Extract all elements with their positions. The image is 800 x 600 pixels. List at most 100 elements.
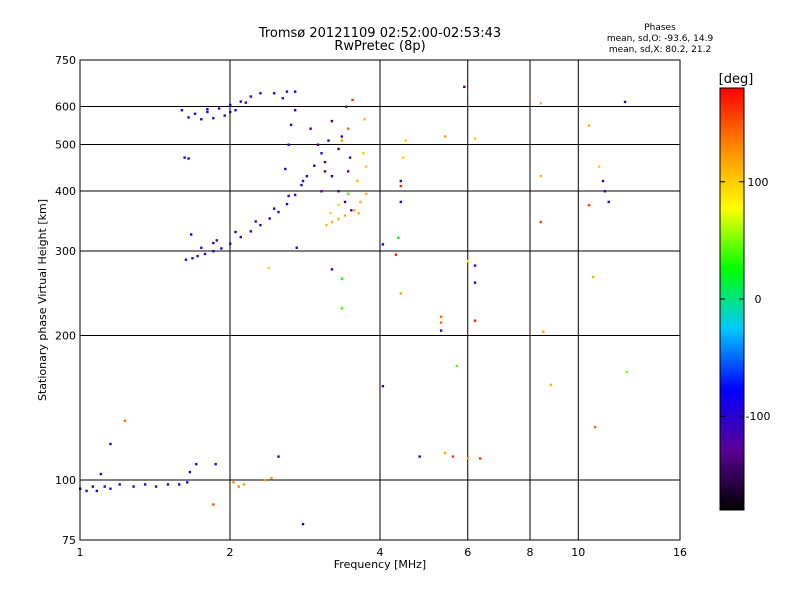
data-point <box>539 102 542 105</box>
data-point <box>267 266 270 270</box>
data-point <box>187 157 190 160</box>
data-point <box>287 143 290 146</box>
data-point <box>348 156 352 159</box>
data-point <box>95 489 99 493</box>
data-point <box>623 100 627 104</box>
data-point <box>587 124 591 127</box>
data-point <box>212 503 215 506</box>
data-point <box>305 174 309 178</box>
data-point <box>601 179 605 183</box>
data-point <box>242 483 246 486</box>
data-point <box>301 522 305 526</box>
data-point <box>200 118 203 121</box>
data-point <box>330 119 334 123</box>
data-point <box>365 192 368 196</box>
data-point <box>451 455 455 458</box>
data-point <box>362 152 365 155</box>
data-point <box>381 243 385 246</box>
data-point <box>399 292 403 295</box>
data-point <box>232 481 235 484</box>
data-point <box>189 233 193 236</box>
data-point <box>223 114 226 117</box>
data-point <box>229 110 232 114</box>
data-point <box>212 116 215 120</box>
data-point <box>188 470 192 474</box>
data-point <box>329 212 332 215</box>
data-point <box>187 116 190 119</box>
data-point <box>327 139 330 142</box>
data-point <box>439 315 443 319</box>
data-point <box>229 242 232 245</box>
data-point <box>263 479 267 482</box>
data-point <box>337 190 340 193</box>
data-point <box>132 485 135 488</box>
data-point <box>217 107 221 110</box>
data-point <box>351 98 354 102</box>
data-point <box>479 457 482 460</box>
data-point <box>473 319 477 322</box>
data-point <box>381 384 385 388</box>
chart-title: Tromsø 20121109 02:52:00-02:53:43 <box>258 26 502 41</box>
data-point <box>206 107 209 111</box>
x-axis-ticks: 1 2 4 6 8 10 16 <box>77 546 688 559</box>
data-point <box>399 184 403 188</box>
data-point <box>239 100 242 103</box>
data-point <box>91 485 95 488</box>
stats-heading: Phases <box>644 23 676 33</box>
data-point <box>473 264 477 267</box>
data-point <box>272 207 276 210</box>
data-point <box>443 135 447 138</box>
data-point <box>203 252 207 256</box>
data-point <box>293 109 297 112</box>
data-point <box>123 419 127 422</box>
data-point <box>357 212 360 215</box>
data-point <box>285 202 289 206</box>
data-point <box>330 174 334 178</box>
data-point <box>346 127 350 130</box>
data-point <box>330 220 334 224</box>
data-point <box>177 483 181 486</box>
y-tick-label: 600 <box>55 101 76 114</box>
data-point <box>206 110 209 114</box>
y-axis-ticks: 75 100 200 300 400 500 600 750 <box>55 54 76 547</box>
x-tick-label: 1 <box>77 546 84 559</box>
data-point <box>443 451 447 455</box>
data-point <box>99 472 103 476</box>
data-point <box>214 462 217 466</box>
data-point <box>343 214 347 217</box>
data-point <box>404 139 407 142</box>
data-point <box>212 250 215 253</box>
y-tick-label: 750 <box>55 54 76 67</box>
data-point <box>180 109 184 112</box>
data-point <box>539 220 542 224</box>
colorbar-tick-label: -100 <box>746 410 771 423</box>
data-point <box>277 210 280 214</box>
x-axis-label: Frequency [MHz] <box>334 558 426 571</box>
data-point <box>320 152 323 155</box>
grid-lines <box>80 60 680 540</box>
colorbar-tick-label: 0 <box>755 293 762 306</box>
data-point <box>193 112 197 115</box>
data-point <box>109 442 112 446</box>
x-tick-label: 8 <box>527 546 534 559</box>
data-point <box>244 101 248 104</box>
data-point <box>215 239 219 242</box>
data-point <box>284 167 287 171</box>
data-point <box>343 200 347 204</box>
data-point <box>402 156 405 159</box>
data-point <box>439 321 443 324</box>
data-point <box>293 90 297 93</box>
data-point <box>289 123 293 127</box>
data-point <box>466 259 470 263</box>
data-point <box>394 253 398 256</box>
y-tick-label: 500 <box>55 139 76 152</box>
y-tick-label: 300 <box>55 245 76 258</box>
data-point <box>301 179 305 183</box>
data-points <box>79 85 628 526</box>
data-point <box>323 160 327 164</box>
data-point <box>363 118 366 121</box>
x-tick-label: 6 <box>464 546 471 559</box>
data-point <box>350 209 353 212</box>
data-point <box>625 370 628 374</box>
